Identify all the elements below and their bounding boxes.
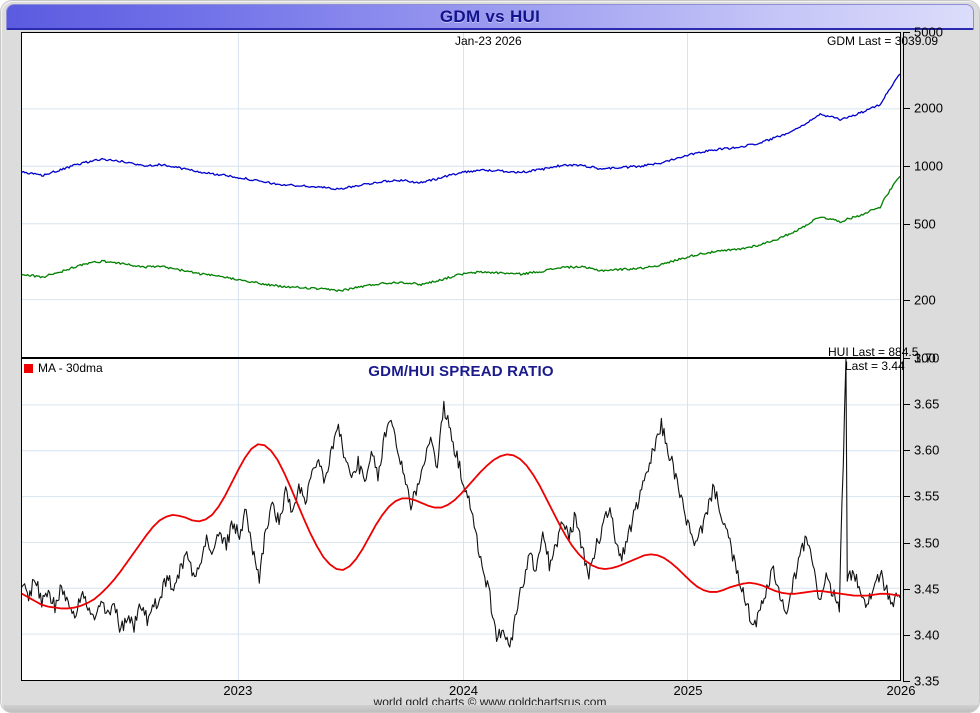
axis-tick-label: 1000 xyxy=(914,158,943,174)
legend-label-ma: MA - 30dma xyxy=(38,361,103,375)
axis-tick-mark xyxy=(903,108,910,110)
axis-tick-mark xyxy=(903,542,910,544)
hui-last-annotation: HUI Last = 884.5 xyxy=(828,345,919,359)
axis-tick-mark xyxy=(903,223,910,225)
axis-tick-label: 3.50 xyxy=(914,535,940,551)
x-axis-labels: 2023 2024 2025 2026 xyxy=(0,683,980,703)
legend-swatch-ma-icon xyxy=(24,363,33,373)
lower-chart-title: GDM/HUI SPREAD RATIO xyxy=(368,363,554,380)
upper-chart-svg xyxy=(22,33,900,357)
axis-tick-label: 2000 xyxy=(914,100,943,116)
lower-chart-plot-area xyxy=(21,358,901,681)
right-axis-spine xyxy=(903,32,904,681)
axis-tick-mark xyxy=(903,681,910,682)
axis-tick-label: 3.60 xyxy=(914,442,940,458)
axis-tick-mark xyxy=(903,588,910,590)
ratio-last-annotation: Last = 3.44 xyxy=(845,359,905,373)
axis-tick-label: 3.55 xyxy=(914,488,940,504)
x-axis-tick-label: 2024 xyxy=(449,683,478,698)
axis-tick-mark xyxy=(903,496,910,498)
axis-tick-label: 5000 xyxy=(914,24,943,40)
axis-tick-mark xyxy=(903,166,910,168)
upper-chart-y-axis: 5000 2000 1000 500 200 100 xyxy=(903,25,980,366)
axis-tick-mark xyxy=(903,450,910,452)
lower-chart-svg xyxy=(22,359,900,680)
axis-tick-label: 3.40 xyxy=(914,627,940,643)
axis-tick-mark xyxy=(903,634,910,636)
axis-tick-mark xyxy=(903,300,910,302)
axis-tick-label: 3.45 xyxy=(914,581,940,597)
axis-tick-label: 3.35 xyxy=(914,673,940,689)
window-titlebar: GDM vs HUI xyxy=(6,4,974,30)
axis-tick-label: 100 xyxy=(914,350,936,366)
axis-tick-mark xyxy=(903,358,910,359)
upper-chart-plot-area xyxy=(21,32,901,358)
axis-tick-mark xyxy=(903,32,910,33)
page-title: GDM vs HUI xyxy=(439,6,541,26)
gdm-last-annotation: GDM Last = 3039.09 xyxy=(827,34,939,48)
x-axis-tick-label: 2026 xyxy=(886,683,916,698)
axis-tick-label: 3.65 xyxy=(914,396,940,412)
window-bottom-edge xyxy=(0,705,980,713)
x-axis-tick-label: 2025 xyxy=(673,683,703,698)
axis-tick-mark xyxy=(903,404,910,406)
axis-tick-label: 3.70 xyxy=(914,350,940,366)
date-label: Jan-23 2026 xyxy=(455,34,522,48)
x-axis-tick-label: 2023 xyxy=(223,683,253,698)
lower-chart-y-axis: 3.70 3.65 3.60 3.55 3.50 3.45 3.40 3.35 xyxy=(903,351,980,689)
legend: MA - 30dma xyxy=(24,361,103,375)
axis-tick-label: 500 xyxy=(914,216,936,232)
axis-tick-label: 200 xyxy=(914,292,936,308)
